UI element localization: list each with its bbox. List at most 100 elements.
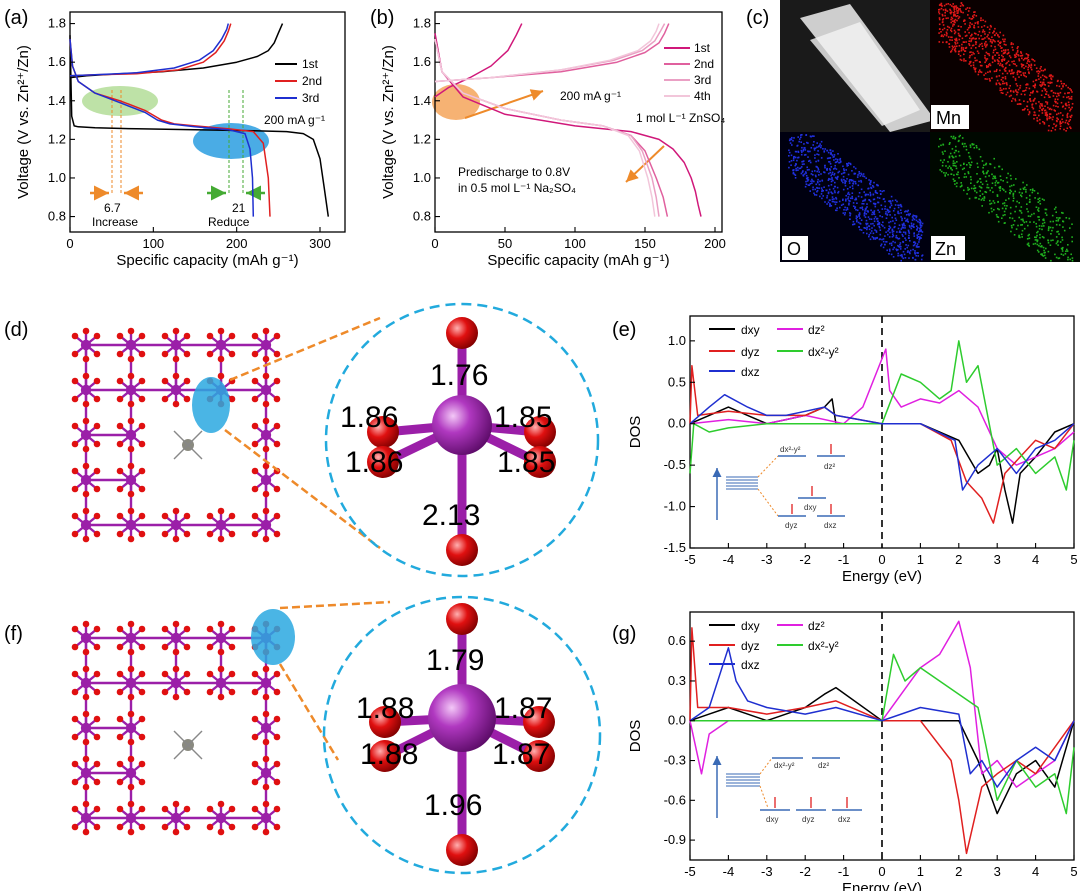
eds-dot [845, 169, 847, 171]
eds-dot [1027, 215, 1030, 217]
eds-dot [827, 151, 830, 154]
eds-dot [1056, 241, 1059, 243]
eds-dot [952, 6, 955, 8]
eds-dot [803, 154, 806, 156]
eds-dot [802, 174, 804, 176]
eds-dot [896, 231, 898, 233]
eds-dot [1057, 244, 1059, 246]
eds-dot [833, 172, 836, 175]
lattice-manganese [125, 767, 137, 779]
eds-dot [989, 40, 992, 43]
eds-dot [996, 215, 998, 218]
eds-dot [910, 222, 913, 225]
eds-dot [968, 197, 971, 200]
eds-dot [794, 177, 797, 179]
eds-dot [967, 14, 969, 16]
lattice-oxygen [93, 332, 101, 340]
lattice-oxygen [206, 643, 214, 651]
eds-dot [1035, 236, 1037, 239]
eds-dot [973, 26, 976, 29]
eds-dot [918, 239, 921, 241]
eds-dot [959, 35, 961, 38]
lattice-oxygen [93, 377, 101, 385]
eds-dot [910, 227, 913, 230]
eds-dot [801, 146, 803, 149]
lattice-oxygen [127, 400, 135, 408]
eds-dot [873, 220, 876, 223]
eds-dot [1027, 242, 1030, 245]
orbital-label: dxz [824, 521, 836, 530]
eds-dot [920, 229, 922, 231]
manganese-atom [428, 684, 496, 752]
eds-dot [827, 179, 830, 181]
eds-dot [1035, 79, 1038, 81]
lattice-oxygen [273, 688, 281, 696]
eds-dot [884, 208, 886, 210]
eds-dot [950, 27, 953, 30]
eds-dot [1033, 99, 1035, 101]
eds-dot [1036, 119, 1039, 122]
eds-dot [1049, 244, 1052, 246]
eds-dot [975, 43, 977, 45]
lattice-oxygen [273, 332, 281, 340]
eds-dot [953, 151, 956, 154]
lattice-oxygen [273, 530, 281, 538]
eds-dot [806, 178, 809, 180]
eds-dot [908, 224, 911, 227]
eds-dot [840, 178, 843, 181]
eds-dot [902, 257, 905, 260]
eds-dot [872, 186, 875, 188]
eds-dot [993, 202, 996, 204]
eds-dot [803, 173, 806, 175]
eds-dot [991, 182, 994, 184]
eds-dot [954, 162, 956, 164]
eds-dot [829, 205, 831, 207]
eds-dot [989, 24, 992, 27]
highlight-site-d [192, 377, 230, 433]
eds-dot [814, 157, 816, 159]
eds-dot [858, 172, 861, 175]
eds-dot [856, 176, 859, 178]
lattice-manganese [80, 767, 92, 779]
legend-label: dxz [741, 658, 760, 672]
eds-dot [1069, 126, 1071, 128]
eds-dot [990, 38, 992, 41]
lattice-manganese [260, 474, 272, 486]
eds-dot [862, 232, 865, 234]
eds-dot [1069, 97, 1072, 100]
eds-dot [852, 202, 855, 204]
eds-dot [980, 17, 982, 19]
eds-dot [797, 150, 799, 153]
eds-dot [904, 233, 907, 235]
eds-dot [1020, 93, 1023, 96]
eds-dot [907, 209, 909, 212]
lattice-oxygen [82, 783, 90, 791]
eds-dot [1065, 130, 1067, 132]
eds-dot [959, 58, 962, 61]
eds-dot [1044, 114, 1047, 116]
eds-dot [905, 219, 908, 222]
eds-dot [1041, 108, 1043, 111]
eds-dot [1034, 86, 1036, 89]
eds-dot [955, 149, 957, 152]
x-axis-label: Specific capacity (mAh g⁻¹) [487, 252, 669, 269]
eds-dot [1010, 178, 1012, 180]
eds-dot [988, 53, 990, 55]
lattice-oxygen [161, 377, 169, 385]
eds-dot [1052, 95, 1055, 97]
eds-dot [895, 234, 898, 237]
eds-dot [842, 175, 845, 178]
eds-dot [820, 193, 823, 195]
eds-dot [1039, 242, 1042, 245]
lattice-oxygen [183, 625, 191, 633]
x-tick-label: 100 [142, 236, 164, 251]
eds-dot [1056, 217, 1058, 219]
eds-dot [998, 36, 1000, 38]
eds-dot [995, 180, 998, 182]
eds-dot [997, 40, 999, 42]
lattice-manganese [80, 677, 92, 689]
eds-dot [1022, 59, 1025, 61]
eds-dot [868, 228, 871, 231]
eds-dot [860, 173, 863, 176]
lattice-oxygen [93, 778, 101, 786]
